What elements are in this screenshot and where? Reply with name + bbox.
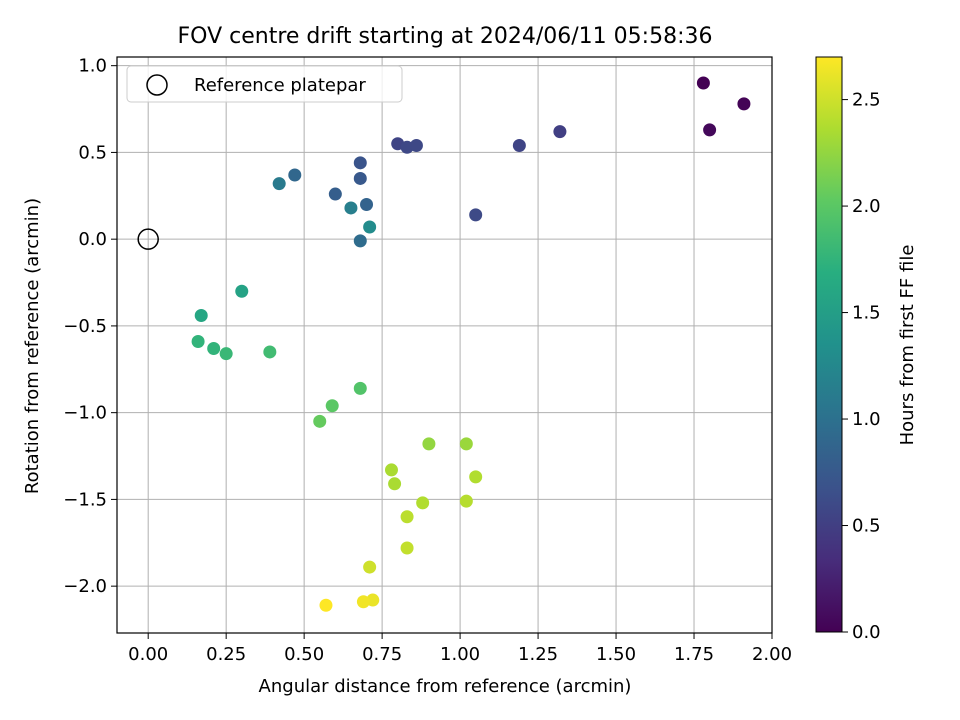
- x-tick-label: 1.00: [440, 644, 480, 665]
- data-point: [288, 168, 302, 182]
- data-point: [388, 477, 402, 491]
- data-point: [400, 510, 414, 524]
- grid-lines: [117, 57, 773, 633]
- data-point: [416, 496, 430, 510]
- x-tick-label: 0.75: [362, 644, 402, 665]
- data-point: [360, 197, 374, 211]
- data-point: [703, 123, 717, 137]
- colorbar-gradient: [815, 56, 843, 633]
- data-point: [696, 76, 710, 90]
- x-tick-label: 0.25: [206, 644, 246, 665]
- x-tick-label: 2.00: [752, 644, 792, 665]
- data-point: [469, 208, 483, 222]
- y-tick-label: −1.0: [63, 403, 107, 424]
- y-tick-label: −0.5: [63, 316, 107, 337]
- data-point: [207, 341, 221, 355]
- colorbar-tick-label: 1.5: [852, 303, 881, 324]
- data-point: [263, 345, 277, 359]
- legend-marker: [146, 74, 168, 96]
- data-point: [469, 470, 483, 484]
- colorbar-tick-label: 0.0: [852, 622, 881, 643]
- data-point: [553, 125, 567, 139]
- data-point: [328, 187, 342, 201]
- y-tick-label: −1.5: [63, 489, 107, 510]
- x-tick-label: 1.75: [674, 644, 714, 665]
- data-point: [325, 399, 339, 413]
- y-tick-label: −2.0: [63, 576, 107, 597]
- data-point: [422, 437, 436, 451]
- data-point: [353, 171, 367, 185]
- colorbar-tick-label: 2.0: [852, 196, 881, 217]
- data-point: [319, 598, 333, 612]
- data-point: [409, 138, 423, 152]
- data-point: [512, 138, 526, 152]
- legend-box: [126, 65, 403, 103]
- colorbar-ticks: 0.0 0.5 1.0 1.5 2.0 2.5: [842, 90, 881, 643]
- x-tick-label: 0.00: [128, 644, 168, 665]
- colorbar-tick-label: 0.5: [852, 516, 881, 537]
- data-point: [459, 494, 473, 508]
- data-point: [272, 177, 286, 191]
- plot-frame: [116, 56, 773, 634]
- legend: Reference platepar: [126, 65, 403, 103]
- data-point: [219, 347, 233, 361]
- y-tick-label: 0.0: [78, 229, 107, 250]
- data-point: [384, 463, 398, 477]
- data-point: [191, 335, 205, 349]
- data-point: [353, 381, 367, 395]
- colorbar-label: Hours from first FF file: [897, 245, 918, 446]
- data-point: [459, 437, 473, 451]
- data-point: [235, 284, 249, 298]
- data-point: [363, 560, 377, 574]
- data-point: [194, 309, 208, 323]
- data-point: [353, 234, 367, 248]
- colorbar: 0.0 0.5 1.0 1.5 2.0 2.5 Hours from first FF f…: [815, 56, 918, 643]
- x-axis-ticks: 0.00 0.25 0.50 0.75 1.00 1.25 1.50 1.75 2.00: [128, 633, 792, 665]
- colorbar-tick-label: 1.0: [852, 409, 881, 430]
- data-point: [353, 156, 367, 170]
- y-tick-label: 1.0: [78, 56, 107, 77]
- y-axis-ticks: 1.0 0.5 0.0 −0.5 −1.0 −1.5 −2.0: [63, 56, 117, 597]
- reference-point: [137, 228, 159, 250]
- chart-title: FOV centre drift starting at 2024/06/11 …: [178, 24, 713, 49]
- data-point: [363, 220, 377, 234]
- x-tick-label: 0.50: [284, 644, 324, 665]
- y-axis-label: Rotation from reference (arcmin): [22, 198, 43, 494]
- data-point: [400, 541, 414, 555]
- data-point: [356, 595, 370, 609]
- y-tick-label: 0.5: [78, 142, 107, 163]
- data-point: [344, 201, 358, 215]
- x-tick-label: 1.25: [518, 644, 558, 665]
- x-tick-label: 1.50: [596, 644, 636, 665]
- x-axis-label: Angular distance from reference (arcmin): [259, 676, 632, 697]
- colorbar-tick-label: 2.5: [852, 90, 881, 111]
- data-point: [737, 97, 751, 111]
- data-point: [313, 414, 327, 428]
- data-points: [191, 76, 751, 612]
- legend-label: Reference platepar: [194, 75, 366, 96]
